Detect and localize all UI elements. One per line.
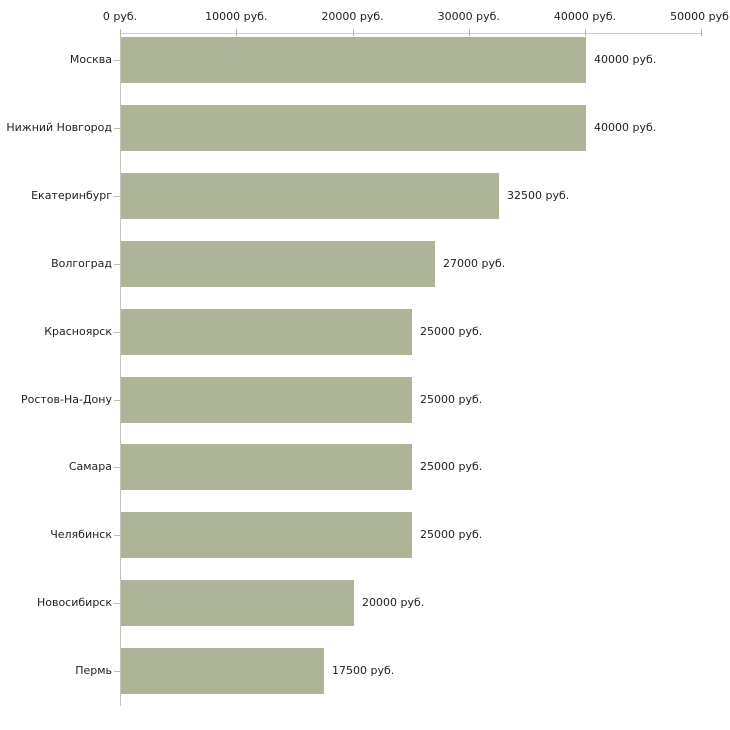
bar: [121, 648, 324, 694]
value-label: 32500 руб.: [507, 189, 570, 202]
bar: [121, 512, 412, 558]
category-axis-tick: [114, 332, 120, 333]
x-axis-tick-label: 20000 руб.: [321, 10, 384, 23]
x-axis-tick: [120, 29, 121, 36]
value-label: 20000 руб.: [362, 596, 425, 609]
x-axis-tick: [352, 29, 354, 36]
category-label: Москва: [69, 53, 112, 66]
category-axis-tick: [114, 535, 120, 536]
x-axis-tick-label: 40000 руб.: [553, 10, 617, 23]
value-label: 25000 руб.: [420, 325, 483, 338]
category-label: Пермь: [75, 664, 112, 677]
category-axis-tick: [114, 128, 120, 129]
category-label: Нижний Новгород: [6, 121, 112, 134]
x-axis-tick: [236, 29, 238, 36]
category-label: Ростов-На-Дону: [20, 393, 112, 406]
value-label: 40000 руб.: [594, 121, 657, 134]
category-axis-tick: [114, 60, 120, 61]
x-axis-tick-label: 10000 руб.: [205, 10, 268, 23]
category-axis-tick: [114, 264, 120, 265]
category-label: Красноярск: [44, 325, 112, 338]
value-label: 25000 руб.: [420, 460, 483, 473]
bar: [121, 105, 586, 151]
y-axis-line: [120, 33, 121, 706]
bar: [121, 309, 412, 355]
bar: [121, 377, 412, 423]
category-axis-tick: [114, 196, 120, 197]
value-label: 25000 руб.: [420, 393, 483, 406]
category-axis-tick: [114, 400, 120, 401]
x-axis-tick: [468, 29, 470, 36]
category-label: Самара: [68, 460, 112, 473]
x-axis-line: [120, 33, 703, 34]
bar: [121, 580, 354, 626]
x-axis-tick: [585, 29, 586, 36]
x-axis-tick: [701, 29, 703, 36]
category-label: Челябинск: [50, 528, 112, 541]
bar: [121, 241, 435, 287]
category-axis-tick: [114, 603, 120, 604]
category-label: Волгоград: [51, 257, 112, 270]
x-axis-tick-label: 30000 руб.: [437, 10, 500, 23]
bar: [121, 37, 586, 83]
value-label: 27000 руб.: [443, 257, 506, 270]
value-label: 17500 руб.: [332, 664, 395, 677]
value-label: 25000 руб.: [420, 528, 483, 541]
value-label: 40000 руб.: [594, 53, 657, 66]
category-label: Новосибирск: [36, 596, 112, 609]
x-axis-tick-label: 50000 руб.: [670, 10, 730, 23]
bar: [121, 173, 499, 219]
category-axis-tick: [114, 671, 120, 672]
bar: [121, 444, 412, 490]
category-axis-tick: [114, 467, 120, 468]
x-axis-tick-label: 0 руб.: [102, 10, 138, 23]
category-label: Екатеринбург: [31, 189, 112, 202]
